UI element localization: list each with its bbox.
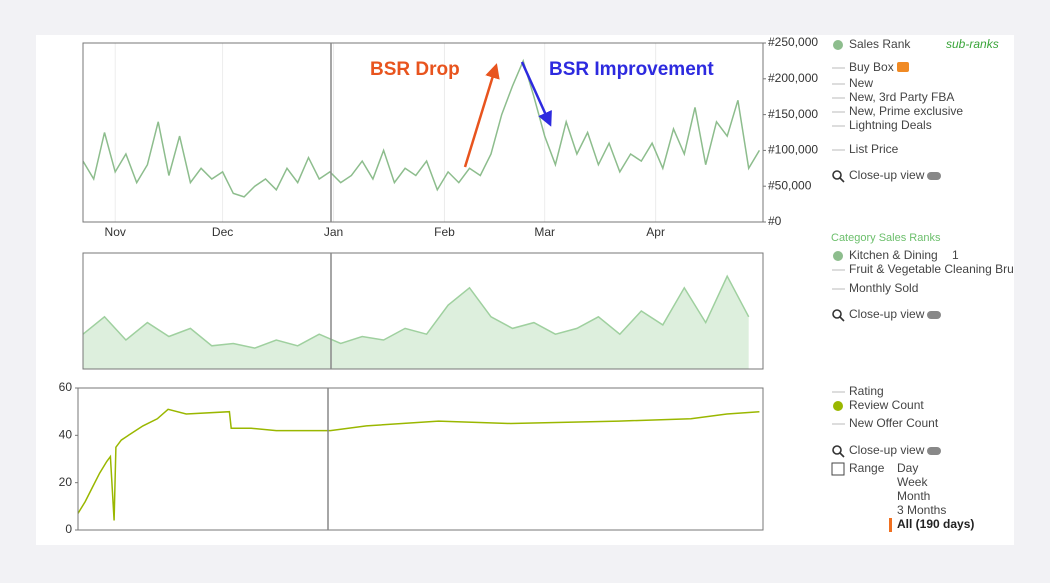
x-tick-label: Dec: [212, 225, 233, 239]
selected-marker: [889, 518, 892, 532]
calendar-icon: [831, 462, 845, 476]
plot-frame: [82, 252, 764, 370]
y-tick-label: 0: [65, 522, 72, 536]
card: [36, 35, 1014, 545]
range-option[interactable]: 3 Months: [897, 503, 946, 517]
legend-swatch: [833, 251, 843, 261]
range-option[interactable]: All (190 days): [897, 517, 974, 531]
legend-entry[interactable]: Monthly Sold: [849, 281, 918, 295]
toggle-switch[interactable]: [927, 447, 941, 455]
legend-swatch: [833, 40, 843, 50]
toggle-switch[interactable]: [927, 172, 941, 180]
series-line: [82, 58, 761, 198]
x-tick-label: Feb: [434, 225, 455, 239]
legend-entry[interactable]: New, Prime exclusive: [849, 104, 963, 118]
x-tick-label: Apr: [646, 225, 665, 239]
area-fill: [83, 276, 749, 369]
rank-count: 1: [952, 248, 959, 262]
annotation: BSR Improvement: [549, 59, 714, 80]
y-tick-label: 20: [59, 475, 73, 489]
plot-frame: [77, 387, 764, 531]
search-icon: [832, 445, 842, 455]
legend-entry[interactable]: New: [849, 76, 873, 90]
range-option[interactable]: Month: [897, 489, 930, 503]
arrow: [520, 61, 552, 127]
plot-frame: [82, 42, 764, 223]
y-tick-label: #0: [768, 214, 782, 228]
legend-entry[interactable]: Review Count: [849, 398, 924, 412]
search-icon: [832, 309, 842, 319]
legend-swatch: [833, 401, 843, 411]
closeup-toggle[interactable]: Close-up view: [849, 168, 925, 182]
closeup-toggle[interactable]: Close-up view: [849, 443, 925, 457]
y-tick-label: #200,000: [768, 71, 818, 85]
legend-panel: Sales Rank sub-ranks Buy Box New New, 3r…: [831, 37, 1026, 532]
search-icon: [839, 316, 845, 322]
truck-icon: [897, 62, 909, 72]
legend-entry[interactable]: Sales Rank: [849, 37, 911, 51]
search-icon: [839, 177, 845, 183]
range-label: Range: [849, 461, 885, 475]
y-tick-label: #250,000: [768, 35, 818, 49]
annotation: BSR Drop: [370, 59, 460, 80]
search-icon: [832, 170, 842, 180]
closeup-toggle[interactable]: Close-up view: [849, 307, 925, 321]
arrow: [463, 63, 500, 168]
series-line: [82, 274, 750, 349]
legend-entry[interactable]: List Price: [849, 142, 899, 156]
section-heading: Category Sales Ranks: [831, 232, 941, 244]
y-tick-label: 40: [59, 428, 73, 442]
y-tick-label: #150,000: [768, 107, 818, 121]
x-tick-label: Nov: [105, 225, 126, 239]
y-tick-label: #50,000: [768, 178, 812, 192]
range-option[interactable]: Day: [897, 461, 918, 475]
legend-entry[interactable]: Lightning Deals: [849, 118, 932, 132]
x-tick-label: Jan: [324, 225, 343, 239]
plots: #0 #50,000 #100,000 #150,000 #200,000 #250,00…: [59, 35, 819, 536]
toggle-switch[interactable]: [927, 311, 941, 319]
series-line: [77, 408, 760, 521]
x-tick-label: Mar: [534, 225, 555, 239]
search-icon: [839, 452, 845, 458]
y-tick-label: 60: [59, 380, 73, 394]
legend-entry[interactable]: Rating: [849, 384, 884, 398]
y-tick-label: #100,000: [768, 143, 818, 157]
range-option[interactable]: Week: [897, 475, 928, 489]
legend-entry[interactable]: New, 3rd Party FBA: [849, 90, 954, 104]
legend-entry[interactable]: Kitchen & Dining: [849, 248, 938, 262]
sub-ranks-link[interactable]: sub-ranks: [946, 37, 999, 51]
legend-entry[interactable]: Buy Box: [849, 60, 894, 74]
legend-entry[interactable]: Fruit & Vegetable Cleaning Brush: [849, 262, 1026, 276]
legend-entry[interactable]: New Offer Count: [849, 416, 939, 430]
